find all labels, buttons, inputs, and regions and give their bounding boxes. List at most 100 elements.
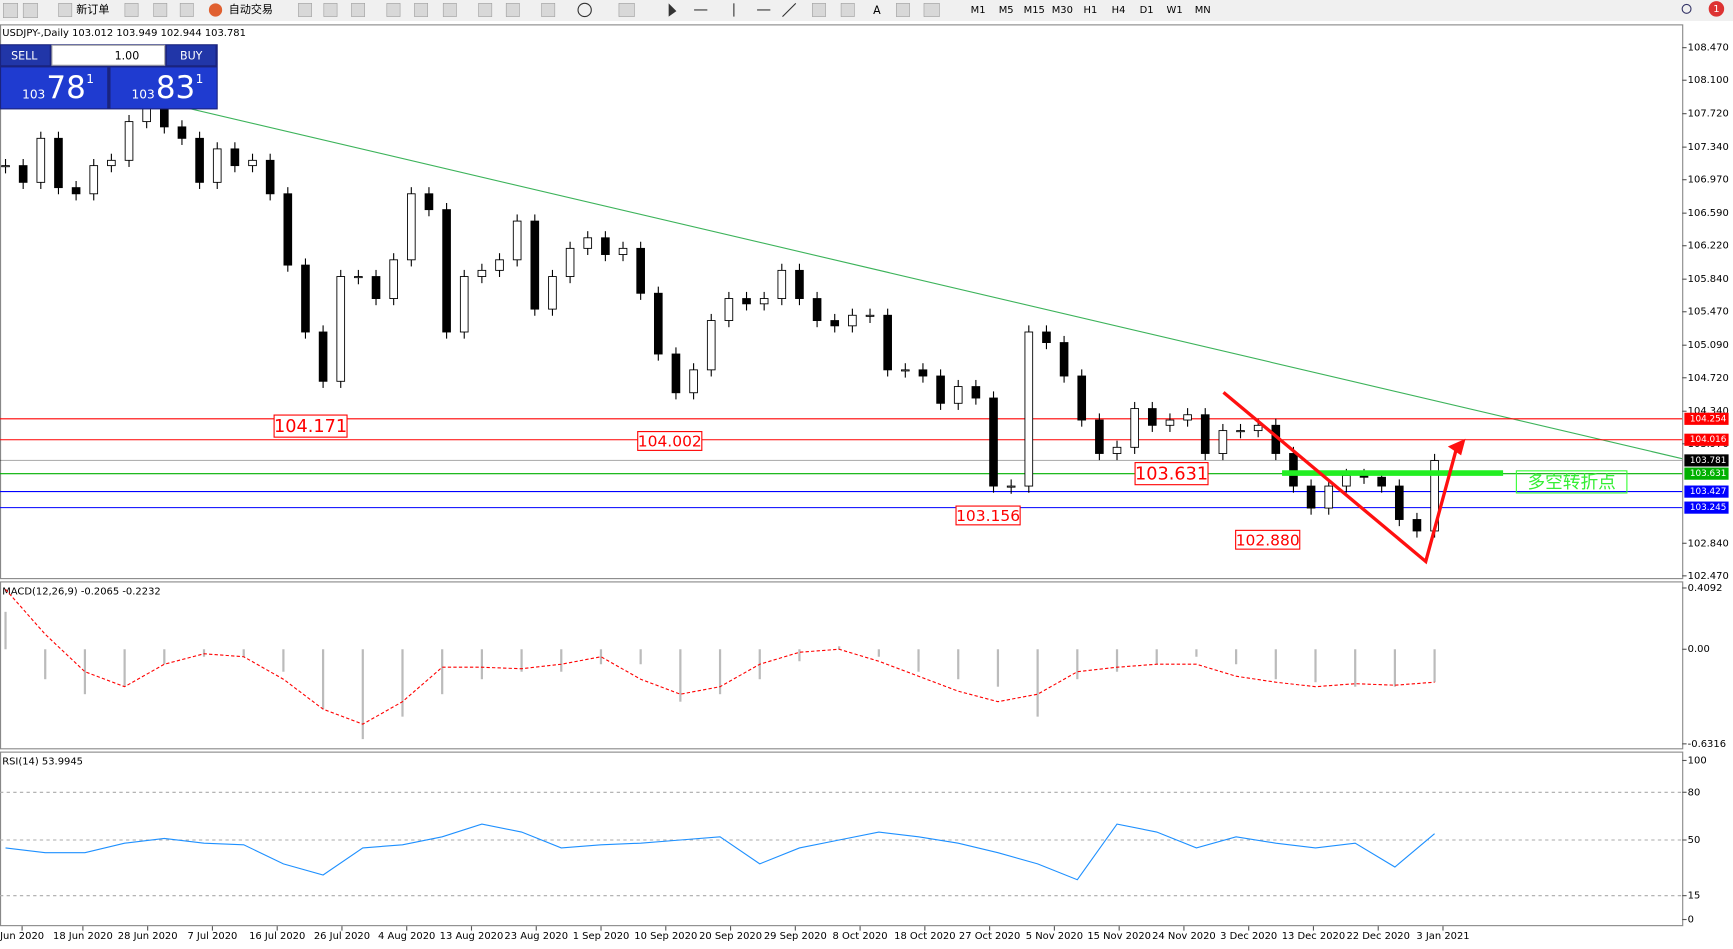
timeframe[interactable]: M5 [999, 5, 1014, 16]
candle [389, 259, 398, 299]
macd-bar [401, 649, 404, 717]
price-level-tag [1684, 412, 1729, 425]
macd-bar [361, 649, 364, 740]
buy-price-main: 83 [156, 70, 195, 106]
macd-bar [1076, 649, 1079, 680]
candle [1218, 430, 1228, 454]
price-level-label: 104.254 [1690, 414, 1727, 424]
macd-bar [718, 649, 722, 695]
candle [1112, 446, 1122, 454]
candle [424, 193, 434, 211]
lots-input[interactable] [51, 44, 166, 66]
macd-bar [123, 649, 126, 687]
candle [653, 292, 663, 355]
new-order[interactable]: 新订单 [76, 2, 109, 16]
x-tick-label: 15 Nov 2020 [1087, 931, 1151, 942]
price-level-tag [1684, 501, 1729, 514]
candle [865, 314, 875, 317]
candle [530, 220, 540, 310]
y-tick-label: 15 [1688, 891, 1701, 902]
price-level-label: 103.427 [1690, 487, 1727, 497]
timeframe[interactable]: H1 [1084, 5, 1098, 16]
candle [812, 298, 822, 321]
candle [565, 247, 575, 277]
buy-price-big: 103 [132, 88, 155, 102]
x-tick-label: Jun 2020 [0, 931, 44, 942]
candle [1236, 430, 1245, 433]
candle [671, 353, 681, 394]
price-annotation-box [1134, 462, 1209, 486]
x-tick-label: 3 Dec 2020 [1220, 931, 1277, 942]
macd-bar [1433, 649, 1436, 683]
macd-bar [441, 649, 444, 695]
y-tick-label: 105.840 [1688, 274, 1729, 285]
candle [230, 148, 240, 167]
x-tick-label: 18 Jun 2020 [53, 931, 113, 942]
macd-bar [1235, 649, 1238, 665]
x-tick-label: 8 Oct 2020 [833, 931, 888, 942]
svg-text:A: A [873, 4, 881, 17]
timeframe[interactable]: M30 [1052, 5, 1073, 16]
candle [406, 193, 416, 261]
macd-bar [798, 649, 801, 662]
price-annotation-box [273, 414, 348, 438]
sell-price-main: 78 [46, 70, 85, 106]
candle [1377, 476, 1386, 487]
candle [971, 386, 981, 399]
buy-label[interactable]: BUY [180, 49, 203, 62]
v-arrow [1222, 391, 1459, 565]
y-tick-label: 107.340 [1688, 142, 1729, 153]
price-annotation: 103.631 [1135, 465, 1208, 485]
x-tick-label: 20 Sep 2020 [699, 931, 762, 942]
candle [512, 220, 522, 261]
x-tick-label: 10 Sep 2020 [634, 931, 697, 942]
y-tick-label: 0 [1688, 915, 1694, 926]
y-tick-label: 104.720 [1688, 373, 1729, 384]
candle [1042, 331, 1051, 344]
price-level-tag [1684, 433, 1729, 446]
candle [354, 276, 363, 279]
macd-bar [917, 649, 920, 672]
x-tick-label: 7 Jul 2020 [187, 931, 237, 942]
macd-bar [560, 649, 563, 672]
price-level-label: 104.016 [1690, 435, 1727, 445]
timeframe[interactable]: H4 [1112, 5, 1126, 16]
candle [107, 159, 116, 167]
macd-signal [5, 588, 1435, 725]
buy-price-box[interactable] [110, 67, 217, 109]
lots-value[interactable]: 1.00 [115, 49, 140, 62]
y-tick-label: 0.4092 [1688, 583, 1723, 594]
timeframe[interactable]: D1 [1140, 5, 1154, 16]
candle [1183, 414, 1192, 421]
pivot-label: 多空转折点 [1527, 472, 1615, 493]
trade-panel: SELL 1.00 BUY 103 78 1 103 83 1 [0, 44, 218, 110]
auto-trading[interactable]: 自动交易 [229, 2, 273, 16]
x-tick-label: 29 Sep 2020 [764, 931, 827, 942]
candle [248, 159, 257, 167]
sell-button[interactable] [1, 45, 50, 66]
timeframe[interactable]: MN [1195, 5, 1211, 16]
macd-bar [996, 649, 1000, 687]
panel-title: MACD(12,26,9) -0.2065 -0.2232 [2, 586, 161, 597]
badge[interactable]: 1 [1713, 4, 1719, 15]
timeframe[interactable]: M1 [971, 5, 986, 16]
candle [900, 369, 910, 372]
y-tick-label: 80 [1688, 787, 1701, 798]
timeframe[interactable]: W1 [1167, 5, 1183, 16]
macd-bar [282, 649, 285, 672]
macd-bar [1115, 649, 1119, 672]
candle [301, 264, 310, 333]
candle [689, 369, 698, 394]
timeframe[interactable]: M15 [1024, 5, 1045, 16]
sell-label[interactable]: SELL [11, 49, 38, 62]
y-tick-label: 100 [1688, 755, 1707, 766]
toolbar-icons: A [3, 1, 1725, 18]
candle [583, 237, 593, 249]
macd-bar [4, 611, 7, 650]
macd-bar [520, 649, 523, 672]
buy-button[interactable] [166, 45, 216, 66]
price-level-tag [1684, 454, 1729, 467]
macd-bar [1036, 649, 1039, 717]
macd-bar [202, 649, 206, 657]
sell-price-box[interactable] [1, 67, 108, 109]
